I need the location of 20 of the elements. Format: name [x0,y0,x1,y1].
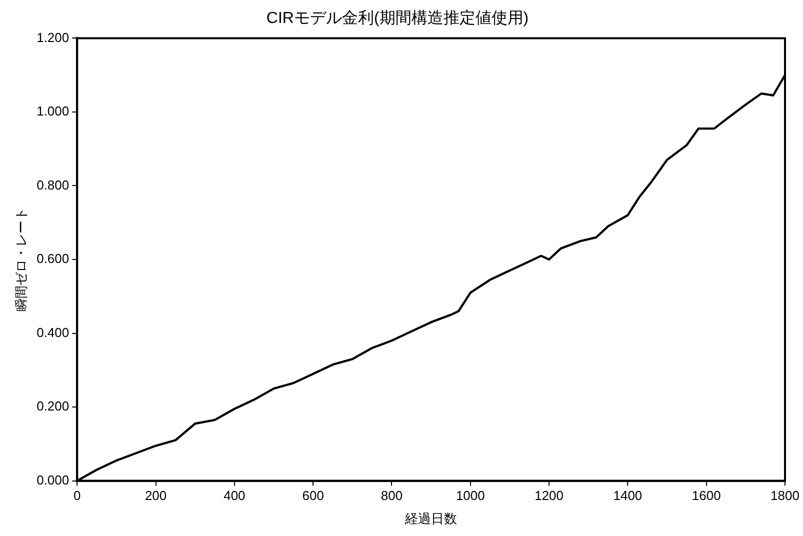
x-tick-label: 1600 [692,488,721,504]
y-axis-title: 瞬間ゼロ・レート [13,208,28,312]
y-tick-label: 0.800 [36,177,70,192]
y-tick-label: 1.200 [36,30,70,45]
y-tick-label: 0.000 [36,472,70,488]
x-tick-label: 600 [302,488,324,504]
y-tick-label: 1.000 [36,104,70,119]
y-tick-label: 0.200 [36,398,70,414]
x-tick-label: 1400 [613,488,642,504]
x-tick-label: 1200 [534,488,564,504]
x-tick-label: 200 [144,488,167,504]
y-tick-label: 0.400 [36,324,70,340]
x-tick-label: 1000 [456,488,485,504]
x-tick-label: 400 [224,488,246,504]
x-tick-label: 0 [74,488,81,504]
chart-title: CIRモデル金利(期間構造推定値使用) [266,9,529,28]
y-tick-label: 0.600 [36,251,70,266]
x-tick-label: 800 [380,488,403,504]
x-axis-title: 経過日数 [404,510,458,526]
x-tick-label: 1800 [770,488,800,504]
